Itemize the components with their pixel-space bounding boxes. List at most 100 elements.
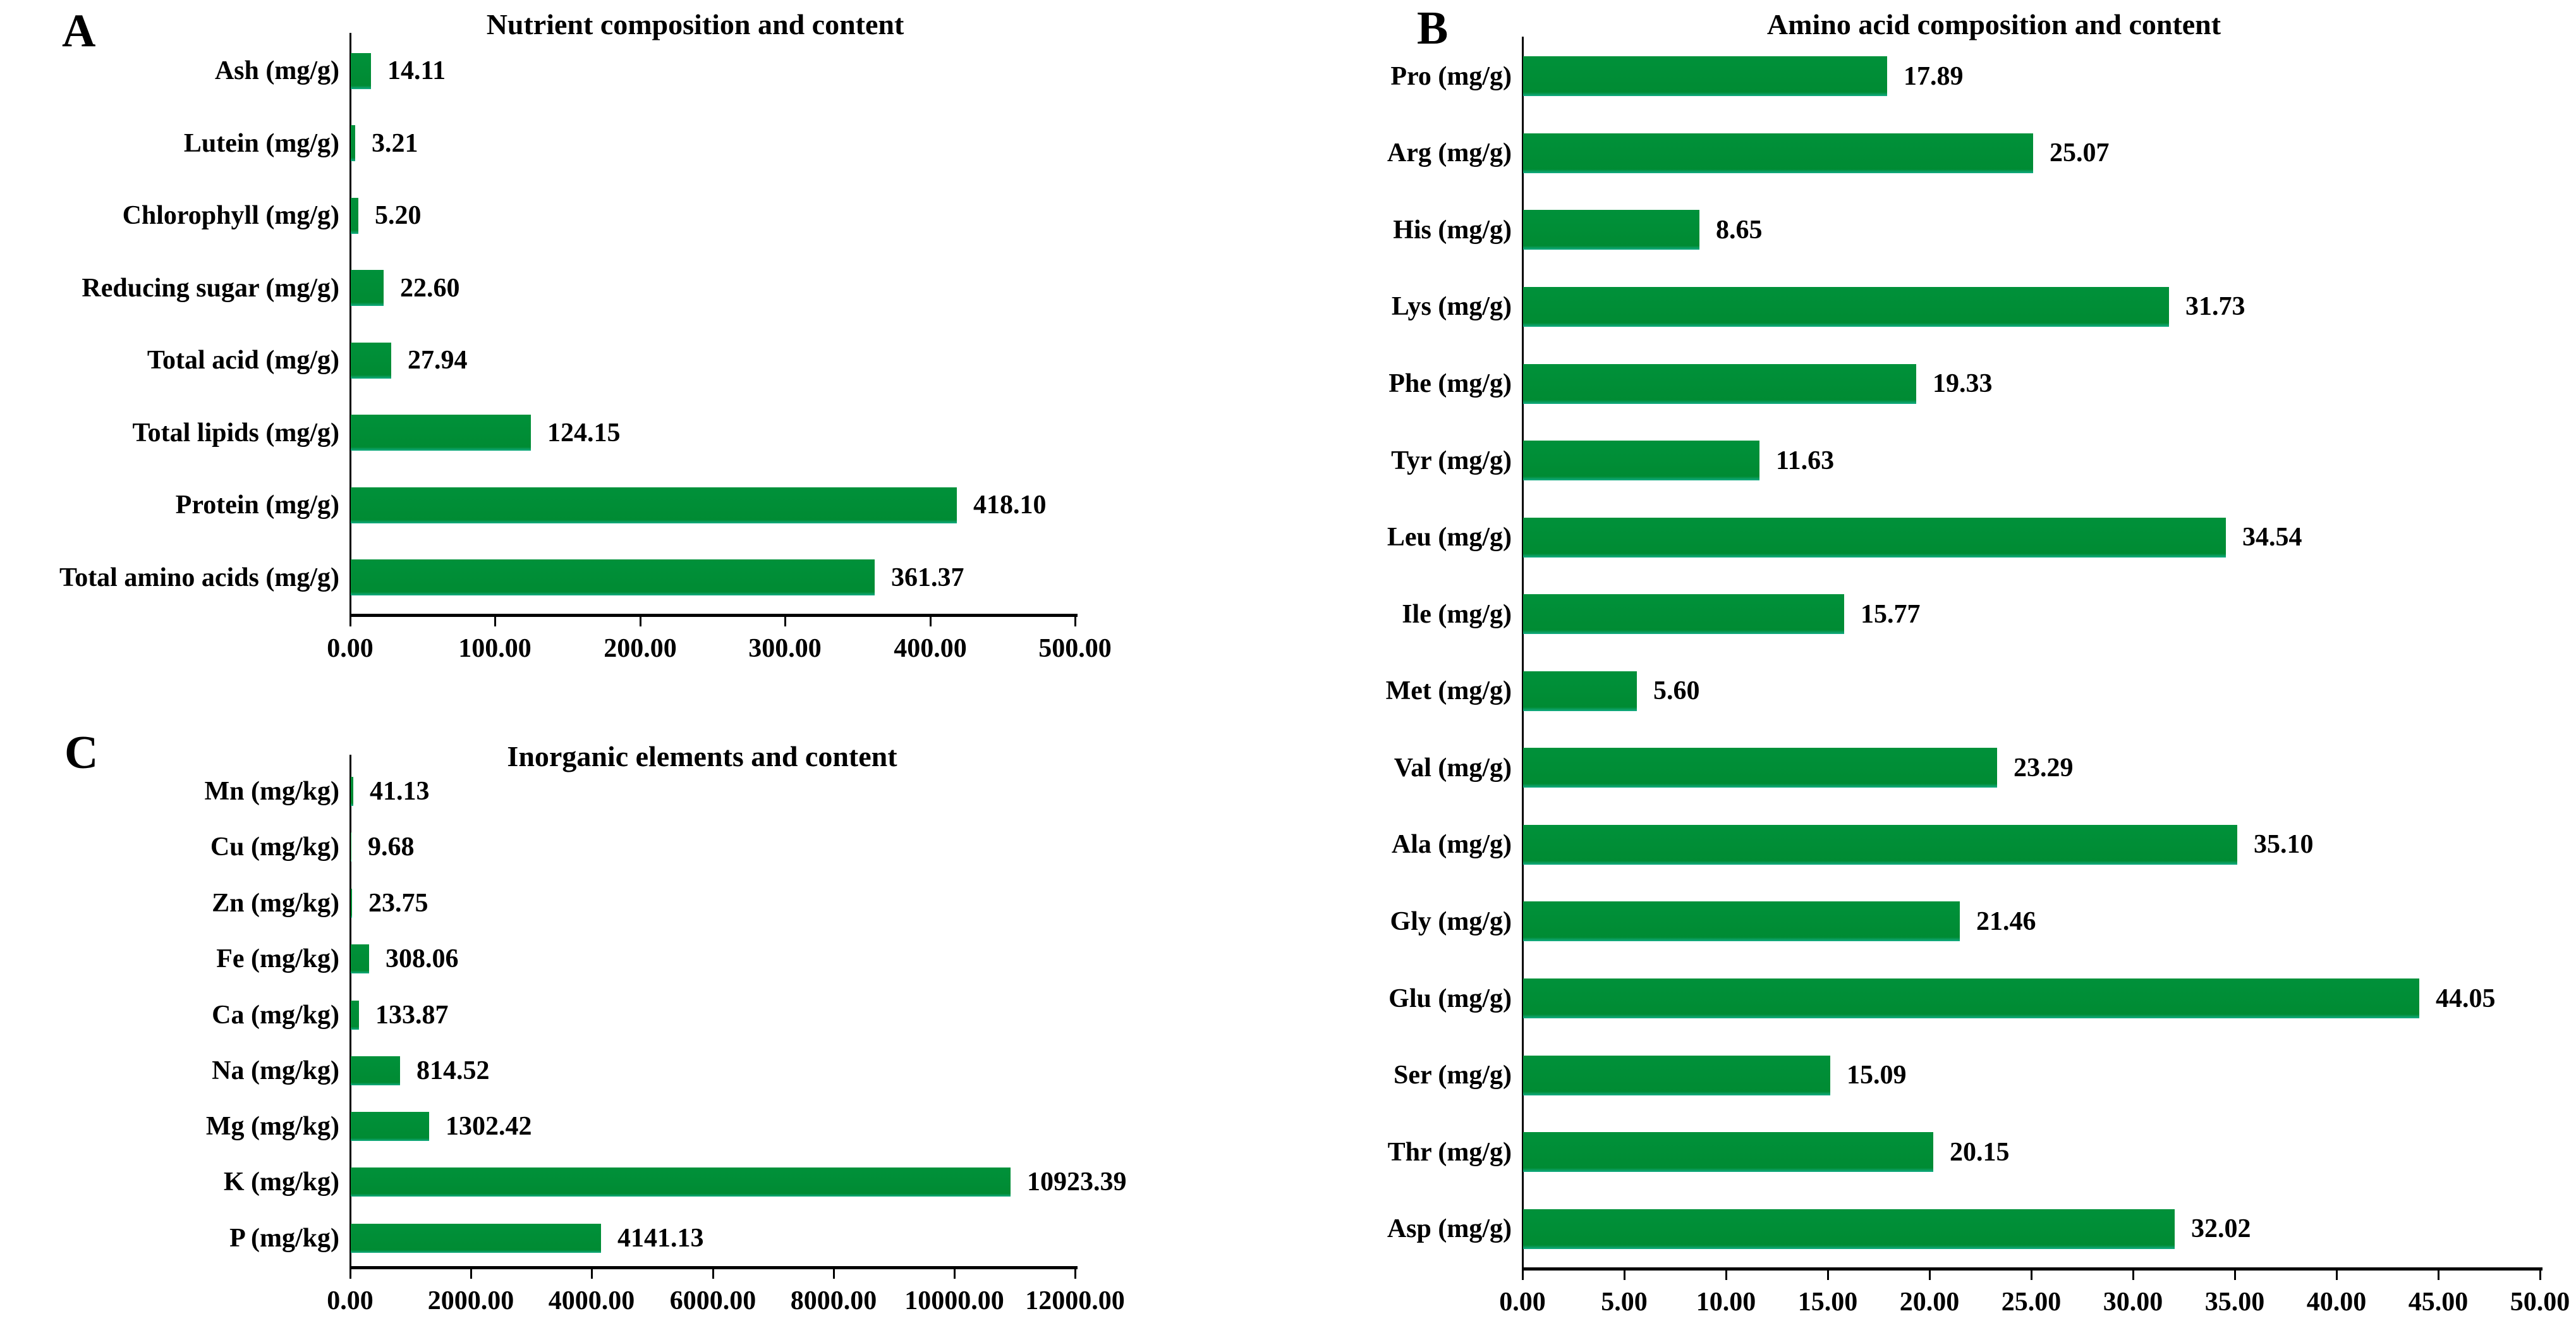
bar: [1523, 1209, 2175, 1249]
category-label: Cu (mg/kg): [210, 832, 339, 862]
panel-nutrient-composition: A Nutrient composition and content Ash (…: [0, 0, 1201, 711]
value-label: 1302.42: [446, 1112, 532, 1141]
x-tick: [712, 1269, 714, 1279]
x-tick-label: 10000.00: [904, 1286, 1004, 1315]
bar: [1523, 594, 1844, 634]
value-label: 124.15: [547, 418, 621, 448]
category-label: Mg (mg/kg): [205, 1112, 339, 1141]
bar: [351, 1056, 400, 1085]
value-label: 10923.39: [1027, 1167, 1127, 1197]
panel-inorganic-elements: C Inorganic elements and content Mn (mg/…: [0, 714, 1201, 1335]
x-tick: [784, 617, 786, 626]
category-label: Met (mg/g): [1385, 676, 1512, 705]
bar: [1523, 978, 2420, 1018]
bar: [351, 889, 353, 918]
x-axis: [349, 614, 1078, 617]
category-label: Pro (mg/g): [1390, 62, 1512, 91]
value-label: 31.73: [2185, 292, 2245, 321]
panel-amino-acid-composition: B Amino acid composition and content Pro…: [1359, 0, 2576, 1335]
value-label: 21.46: [1976, 907, 2036, 936]
x-tick-label: 200.00: [604, 634, 677, 663]
value-label: 41.13: [370, 777, 430, 806]
x-tick-label: 2000.00: [427, 1286, 514, 1315]
value-label: 4141.13: [617, 1224, 704, 1253]
x-tick: [1725, 1271, 1727, 1280]
bar: [1523, 748, 1997, 788]
x-tick-label: 12000.00: [1025, 1286, 1125, 1315]
x-tick: [1929, 1271, 1931, 1280]
x-tick: [1074, 1269, 1076, 1279]
category-label: Lys (mg/g): [1391, 292, 1512, 321]
bar: [1523, 901, 1960, 941]
value-label: 22.60: [400, 274, 460, 303]
bar: [351, 1167, 1011, 1197]
bar: [1523, 441, 1760, 480]
category-label: Ash (mg/g): [214, 56, 339, 85]
value-label: 17.89: [1904, 62, 1964, 91]
x-tick-label: 0.00: [327, 1286, 374, 1315]
x-axis: [349, 1266, 1078, 1269]
x-tick: [833, 1269, 835, 1279]
category-label: Na (mg/kg): [212, 1056, 339, 1085]
value-label: 11.63: [1776, 446, 1835, 475]
value-label: 5.20: [375, 201, 422, 230]
x-tick-label: 100.00: [458, 634, 532, 663]
value-label: 361.37: [891, 563, 964, 592]
category-label: Arg (mg/g): [1387, 138, 1512, 168]
x-tick: [1827, 1271, 1829, 1280]
bar: [1523, 56, 1888, 96]
x-axis: [1522, 1267, 2543, 1271]
bar: [351, 53, 372, 89]
value-label: 15.09: [1847, 1061, 1907, 1090]
category-label: Val (mg/g): [1394, 753, 1512, 783]
value-label: 14.11: [387, 56, 446, 85]
x-tick-label: 25.00: [2001, 1288, 2062, 1317]
value-label: 8.65: [1716, 216, 1763, 245]
panel-letter-b: B: [1417, 3, 1449, 54]
category-label: Ile (mg/g): [1402, 600, 1512, 629]
x-tick: [2031, 1271, 2032, 1280]
value-label: 27.94: [408, 346, 468, 375]
value-label: 44.05: [2436, 984, 2496, 1013]
x-tick-label: 0.00: [327, 634, 374, 663]
x-tick-label: 5.00: [1601, 1288, 1648, 1317]
value-label: 32.02: [2191, 1214, 2251, 1243]
x-tick-label: 50.00: [2510, 1288, 2570, 1317]
category-label: Phe (mg/g): [1388, 369, 1512, 398]
category-label: His (mg/g): [1393, 216, 1512, 245]
bar: [351, 777, 353, 806]
bar: [351, 1001, 359, 1030]
x-tick-label: 20.00: [1899, 1288, 1960, 1317]
x-tick: [349, 617, 351, 626]
x-tick: [1624, 1271, 1625, 1280]
category-label: Reducing sugar (mg/g): [82, 274, 339, 303]
x-tick: [2132, 1271, 2134, 1280]
bar: [351, 1112, 430, 1141]
x-tick: [2438, 1271, 2439, 1280]
category-label: K (mg/kg): [223, 1167, 339, 1197]
bar: [1523, 671, 1637, 711]
bar: [351, 1224, 601, 1253]
category-label: Asp (mg/g): [1387, 1214, 1512, 1243]
bar: [1523, 287, 2169, 327]
category-label: Ca (mg/kg): [212, 1001, 339, 1030]
bar: [351, 125, 356, 161]
value-label: 9.68: [368, 832, 415, 862]
x-tick-label: 45.00: [2408, 1288, 2469, 1317]
bar: [1523, 825, 2238, 865]
panel-letter-c: C: [64, 727, 99, 779]
value-label: 35.10: [2254, 830, 2314, 859]
bar: [351, 270, 384, 306]
value-label: 308.06: [386, 944, 459, 973]
value-label: 814.52: [416, 1056, 490, 1085]
chart-title-amino-acid: Amino acid composition and content: [1766, 8, 2221, 40]
chart-title-nutrient: Nutrient composition and content: [486, 8, 904, 40]
category-label: Protein (mg/g): [175, 491, 339, 520]
category-label: Ser (mg/g): [1393, 1061, 1512, 1090]
x-tick: [1074, 617, 1076, 626]
x-tick-label: 15.00: [1797, 1288, 1858, 1317]
x-tick-label: 40.00: [2306, 1288, 2367, 1317]
x-tick: [470, 1269, 472, 1279]
value-label: 19.33: [1933, 369, 1993, 398]
